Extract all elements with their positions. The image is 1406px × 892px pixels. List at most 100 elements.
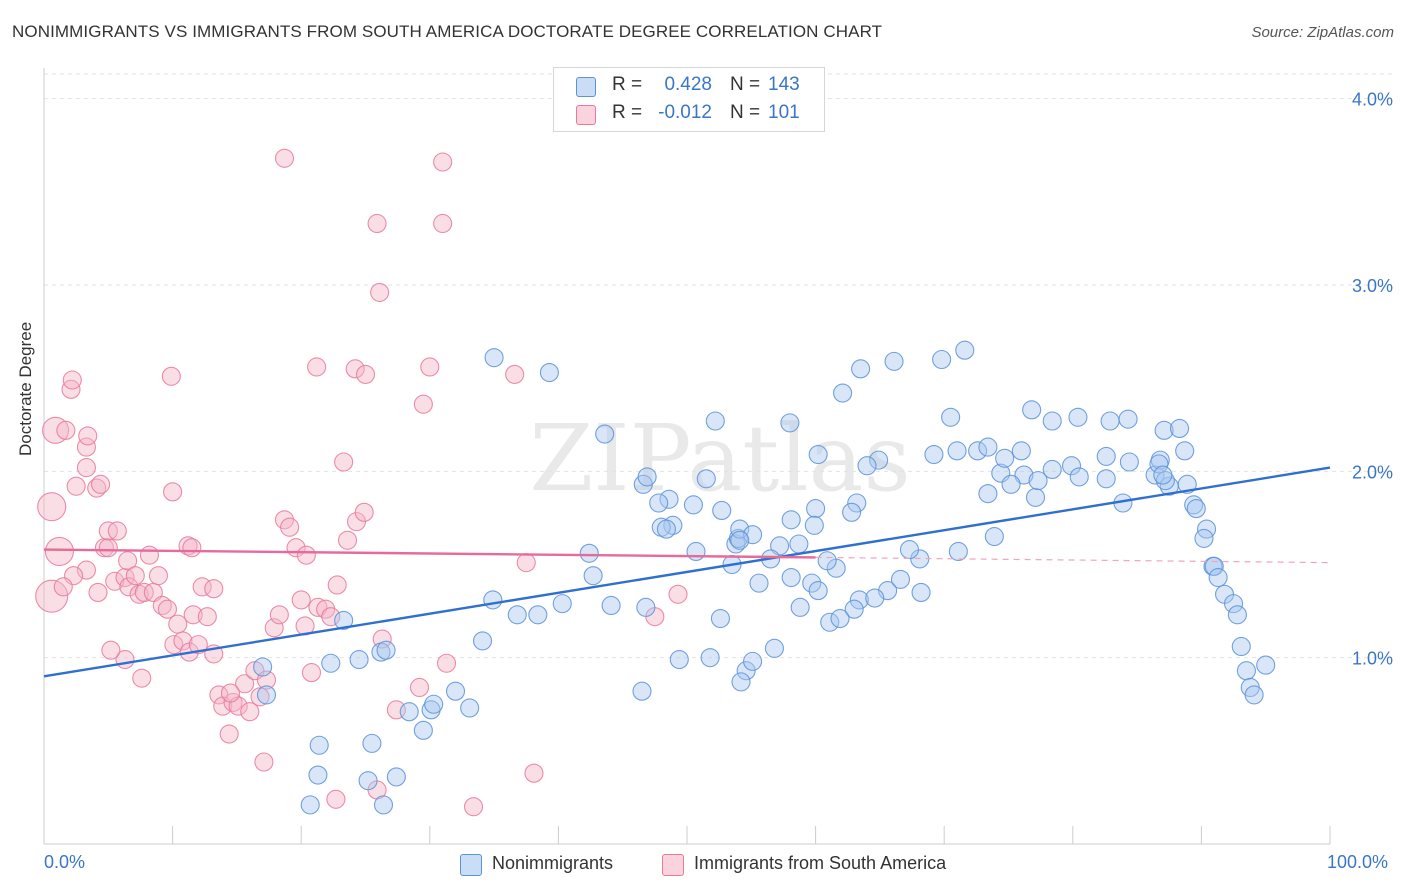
immigrant-point — [433, 152, 453, 172]
nonimmigrant-point — [1119, 452, 1139, 472]
nonimmigrant-point — [528, 605, 548, 625]
nonimmigrant-point — [1149, 454, 1169, 474]
nonimmigrant-point — [842, 502, 862, 522]
nonimmigrant-point — [808, 581, 828, 601]
nonimmigrant-point — [847, 493, 867, 513]
immigrant-point — [327, 575, 347, 595]
nonimmigrant-point — [507, 605, 527, 625]
nonimmigrant-point — [1069, 467, 1089, 487]
nonimmigrant-point — [656, 519, 676, 539]
immigrant-point — [139, 545, 160, 565]
legend-label-immigrants: Immigrants from South America — [694, 853, 947, 873]
nonimmigrant-point — [865, 588, 885, 608]
immigrant-point — [118, 551, 138, 571]
immigrant-point — [53, 577, 73, 597]
immigrant-point — [132, 668, 152, 688]
immigrant-point — [66, 476, 86, 496]
nonimmigrant-point — [376, 640, 396, 660]
nonimmigrant-point — [948, 541, 968, 561]
nonimmigrant-point — [309, 735, 329, 755]
nonimmigrant-point — [349, 649, 369, 670]
watermark: ZIPatlas — [529, 405, 910, 512]
nonimmigrant-point — [308, 765, 328, 785]
nonimmigrant-point — [820, 612, 840, 632]
nonimmigrant-point — [399, 702, 419, 722]
nonimmigrant-point — [1186, 499, 1206, 519]
immigrant-point — [505, 364, 525, 384]
nonimmigrant-point — [1208, 567, 1228, 588]
immigrant-point — [35, 579, 69, 613]
legend-label-nonimmigrants: Nonimmigrants — [492, 853, 614, 873]
nonimmigrant-point — [1154, 420, 1174, 440]
nonimmigrant-point — [636, 597, 656, 617]
nonimmigrant-point — [955, 340, 975, 360]
immigrant-point — [173, 631, 193, 651]
nonimmigrant-point — [781, 510, 801, 530]
n-label: N = — [730, 102, 761, 123]
immigrant-point — [280, 517, 300, 537]
nonimmigrant-point — [686, 541, 706, 561]
immigrant-point — [308, 597, 328, 617]
immigrant-point — [413, 394, 433, 414]
nonimmigrant-point — [424, 694, 444, 714]
immigrant-point — [188, 635, 208, 655]
immigrant-point — [307, 357, 327, 377]
nonimmigrant-point — [743, 651, 763, 671]
nonimmigrant-point — [460, 698, 480, 718]
y-tick-label: 4.0% — [1352, 90, 1393, 110]
chart-title: NONIMMIGRANTS VS IMMIGRANTS FROM SOUTH A… — [12, 22, 883, 41]
nonimmigrant-point — [595, 424, 615, 444]
nonimmigrant-point — [790, 597, 810, 617]
nonimmigrant-point — [1244, 685, 1264, 705]
nonimmigrant-point — [833, 383, 853, 403]
nonimmigrant-point — [1011, 441, 1031, 461]
nonimmigrant-point — [941, 407, 961, 427]
immigrant-point — [125, 566, 145, 586]
immigrant-point — [274, 148, 295, 168]
immigrant-point — [296, 545, 316, 565]
nonimmigrant-point — [849, 590, 869, 610]
nonimmigrant-point — [736, 661, 756, 681]
n-label: N = — [730, 74, 761, 95]
n-value: 143 — [768, 74, 800, 95]
immigrant-point — [168, 614, 188, 634]
nonimmigrant-point — [637, 467, 657, 487]
nonimmigrant-point — [700, 648, 720, 668]
immigrant-point — [345, 359, 365, 379]
nonimmigrant-point — [884, 351, 904, 371]
nonimmigrant-point — [730, 519, 750, 539]
nonimmigrant-point — [1025, 487, 1046, 507]
legend-swatch-blue — [576, 77, 596, 97]
nonimmigrant-point — [780, 413, 800, 433]
nonimmigrant-point — [911, 582, 931, 602]
nonimmigrant-point — [300, 795, 320, 815]
immigrant-point — [321, 607, 341, 627]
nonimmigrant-point — [1224, 594, 1244, 614]
nonimmigrant-point — [1204, 556, 1224, 576]
immigrant-point — [436, 653, 457, 673]
nonimmigrant-point — [1014, 465, 1034, 485]
immigrant-point — [78, 426, 98, 446]
nonimmigrant-point — [743, 525, 763, 545]
nonimmigrant-point — [789, 534, 809, 554]
nonimmigrant-point — [632, 681, 652, 701]
immigrant-trend-line — [43, 548, 816, 559]
immigrant-point — [161, 366, 181, 386]
immigrant-point — [219, 724, 239, 744]
nonimmigrant-point — [413, 720, 433, 740]
nonimmigrant-point — [857, 456, 877, 476]
immigrant-point — [301, 663, 322, 683]
nonimmigrant-point — [1175, 441, 1195, 461]
immigrant-point — [516, 553, 536, 573]
nonimmigrant-point — [1231, 636, 1251, 657]
nonimmigrant-point — [1236, 661, 1256, 681]
nonimmigrant-point — [730, 530, 750, 550]
immigrant-point — [183, 605, 203, 625]
nonimmigrant-point — [1100, 411, 1120, 431]
nonimmigrant-point — [890, 569, 911, 589]
legend-swatch-pink — [576, 105, 596, 125]
x-axis-max-label: 100.0% — [1327, 852, 1389, 872]
nonimmigrant-point — [1042, 459, 1062, 480]
immigrant-point — [420, 357, 440, 377]
